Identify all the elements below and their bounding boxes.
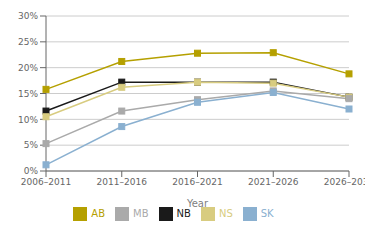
svg-text:5%: 5% [24,140,39,150]
svg-text:25%: 25% [18,37,38,47]
html-text:SK: SK [260,208,274,219]
svg-text:2011–2016: 2011–2016 [97,177,148,187]
svg-text:2026–2031: 2026–2031 [324,177,365,187]
svg-text:30%: 30% [18,11,38,21]
html-text:NS: NS [218,208,233,219]
svg-text:0%: 0% [24,166,39,176]
html-text:AB: AB [91,208,106,219]
html-text:MB: MB [133,208,149,219]
svg-text:20%: 20% [18,63,38,73]
svg-text:Year: Year [186,198,209,209]
html-text:NB: NB [176,208,191,219]
svg-text:15%: 15% [18,89,38,99]
svg-text:2016–2021: 2016–2021 [172,177,222,187]
svg-text:2006–2011: 2006–2011 [21,177,71,187]
svg-text:10%: 10% [18,115,38,125]
svg-text:2021–2026: 2021–2026 [248,177,299,187]
